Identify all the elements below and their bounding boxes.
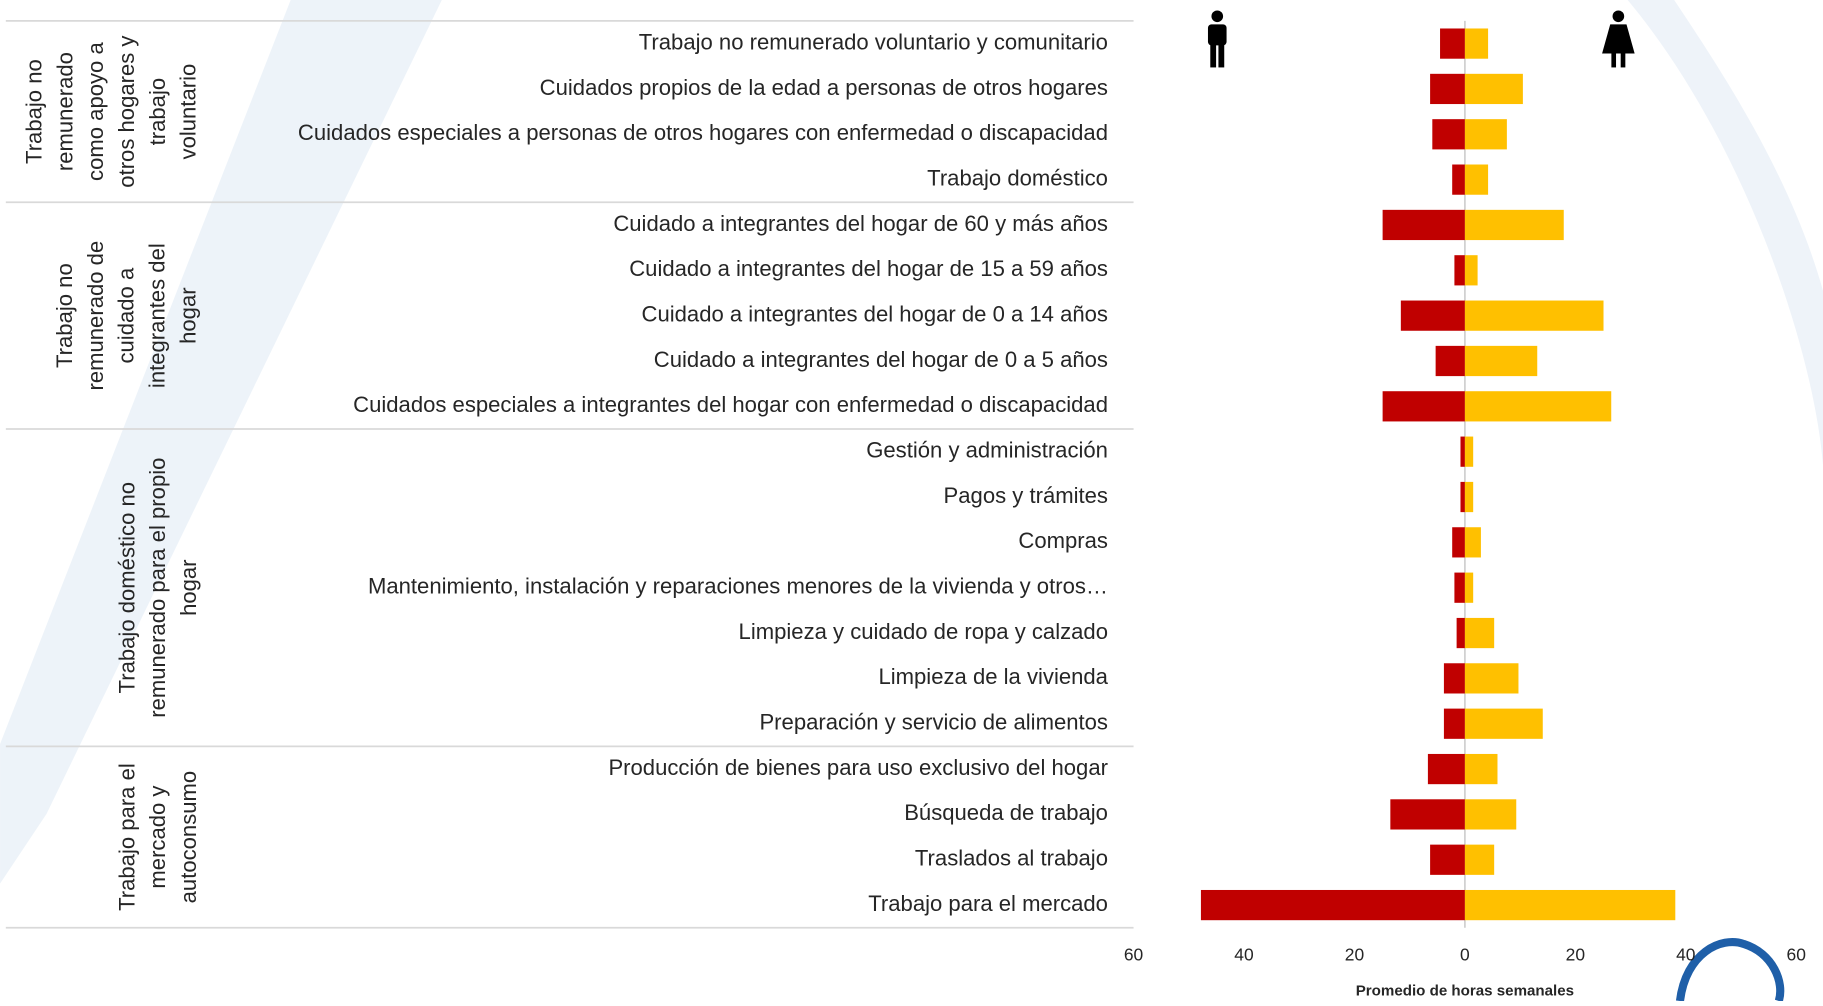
x-tick-label: 40 <box>1676 944 1696 964</box>
category-label: Cuidados especiales a integrantes del ho… <box>353 392 1108 417</box>
category-label: Producción de bienes para uso exclusivo … <box>608 755 1108 780</box>
x-tick-label: 60 <box>1787 944 1807 964</box>
bar <box>1443 663 1465 694</box>
group-label: integrantes del <box>145 243 170 388</box>
bar <box>1464 209 1564 241</box>
category-label: Preparación y servicio de alimentos <box>759 710 1108 735</box>
bar <box>1464 391 1612 422</box>
category-label: Búsqueda de trabajo <box>904 800 1108 825</box>
bar <box>1464 73 1523 105</box>
bar <box>1464 708 1543 739</box>
group-label: hogar <box>176 559 201 615</box>
bar <box>1382 391 1465 422</box>
bar <box>1464 300 1604 331</box>
bar <box>1464 617 1495 649</box>
group-label: otros hogares y <box>114 36 139 188</box>
category-label: Pagos y trámites <box>944 483 1108 508</box>
bar <box>1464 572 1474 603</box>
group-label: trabajo <box>145 78 170 146</box>
group-label: Trabajo no <box>52 263 77 368</box>
bar <box>1443 708 1465 739</box>
category-label: Cuidados especiales a personas de otros … <box>298 120 1108 145</box>
category-label: Cuidado a integrantes del hogar de 15 a … <box>629 256 1108 281</box>
bar <box>1464 753 1498 785</box>
category-label: Trabajo no remunerado voluntario y comun… <box>639 29 1108 54</box>
bar <box>1430 844 1465 875</box>
x-tick-label: 60 <box>1124 944 1144 964</box>
bar <box>1464 527 1481 558</box>
x-tick-label: 20 <box>1566 944 1586 964</box>
category-label: Limpieza y cuidado de ropa y calzado <box>739 619 1108 644</box>
category-label: Limpieza de la vivienda <box>878 664 1108 689</box>
bar <box>1464 799 1517 830</box>
bar <box>1454 572 1465 603</box>
man-icon <box>1207 10 1227 68</box>
group-label: Trabajo para el <box>114 763 139 911</box>
woman-icon <box>1602 10 1635 68</box>
category-label: Compras <box>1018 528 1108 553</box>
bar <box>1464 164 1489 195</box>
category-label: Trabajo para el mercado <box>868 891 1108 916</box>
category-label: Cuidado a integrantes del hogar de 0 a 5… <box>654 347 1108 372</box>
group-label: remunerado de <box>83 241 108 391</box>
category-label: Cuidados propios de la edad a personas d… <box>540 75 1108 100</box>
bar <box>1464 481 1474 513</box>
bar <box>1390 799 1465 830</box>
bar <box>1464 436 1474 467</box>
bar <box>1456 617 1465 649</box>
bar <box>1432 119 1465 150</box>
bar <box>1464 119 1507 150</box>
group-label: remunerado para el propio <box>145 458 170 718</box>
bar <box>1430 73 1465 105</box>
bar <box>1460 436 1465 467</box>
x-tick-label: 0 <box>1460 944 1470 964</box>
group-label: mercado y <box>145 786 170 889</box>
bar <box>1464 844 1495 875</box>
bar <box>1400 300 1465 331</box>
bar <box>1454 255 1465 286</box>
bar <box>1464 663 1519 694</box>
x-tick-label: 40 <box>1234 944 1254 964</box>
background-decoration <box>0 0 1823 884</box>
group-label: voluntario <box>176 64 201 160</box>
bar <box>1440 28 1465 59</box>
bar <box>1460 481 1465 513</box>
x-axis-title: Promedio de horas semanales <box>1356 983 1574 1000</box>
bar <box>1452 164 1465 195</box>
bar <box>1382 209 1465 241</box>
group-label: hogar <box>175 287 200 343</box>
x-tick-label: 20 <box>1345 944 1365 964</box>
group-label: remunerado <box>52 52 77 171</box>
group-label: como apoyo a <box>83 42 108 181</box>
bar <box>1464 28 1489 59</box>
category-label: Mantenimiento, instalación y reparacione… <box>368 574 1108 599</box>
category-label: Cuidado a integrantes del hogar de 0 a 1… <box>642 301 1108 326</box>
category-label: Traslados al trabajo <box>915 846 1108 871</box>
category-label: Cuidado a integrantes del hogar de 60 y … <box>613 211 1108 236</box>
bar <box>1427 753 1465 785</box>
bar <box>1200 889 1465 921</box>
bar <box>1464 889 1676 921</box>
bar <box>1435 345 1465 377</box>
group-label: Trabajo doméstico no <box>114 482 139 694</box>
group-label: autoconsumo <box>176 771 201 904</box>
bar <box>1464 345 1538 377</box>
category-label: Gestión y administración <box>866 437 1108 462</box>
bar <box>1464 255 1478 286</box>
group-label: cuidado a <box>114 267 139 363</box>
logo <box>1675 938 1785 1003</box>
category-label: Trabajo doméstico <box>927 165 1108 190</box>
group-label: Trabajo no <box>22 59 47 164</box>
bar <box>1452 527 1465 558</box>
